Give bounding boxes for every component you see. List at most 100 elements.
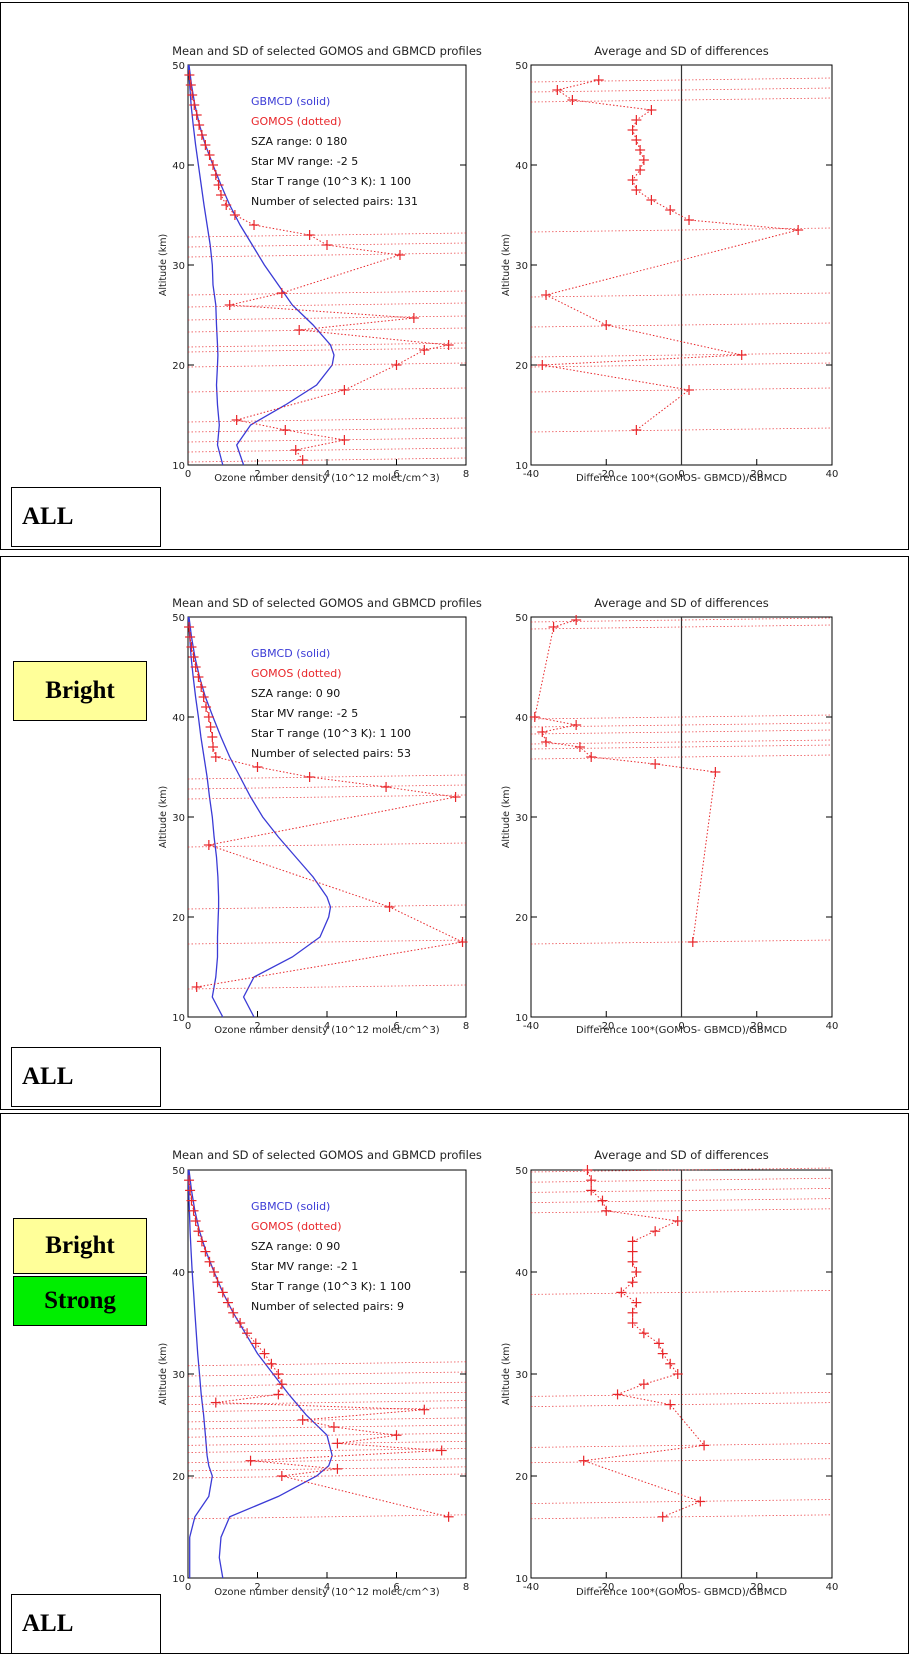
x-tick-label: 0: [678, 469, 684, 480]
gomos-mean-line: [188, 626, 465, 988]
x-tick-label: -20: [598, 1021, 614, 1032]
gbmcd-sd-line: [187, 1169, 213, 1578]
right-plot-title: Average and SD of differences: [594, 1148, 768, 1162]
gomos-point: [322, 240, 332, 250]
legend-gomos: GOMOS (dotted): [251, 667, 341, 680]
gomos-point: [196, 1236, 207, 1247]
gomos-sd-line: [187, 427, 467, 433]
label-all: ALL: [11, 1594, 161, 1654]
diff-point: [627, 1246, 638, 1257]
legend-gomos: GOMOS (dotted): [251, 1220, 341, 1233]
gomos-point: [204, 1256, 215, 1267]
gomos-sd-line: [187, 1448, 467, 1453]
diff-mean-line: [542, 79, 799, 431]
y-tick-label: 30: [515, 1370, 528, 1381]
gomos-point: [191, 110, 202, 120]
legend-gbmcd: GBMCD (solid): [251, 1200, 330, 1213]
legend-n: Number of selected pairs: 53: [251, 747, 411, 760]
y-tick-label: 40: [172, 1268, 185, 1279]
diff-point: [635, 145, 646, 155]
gomos-sd-line: [187, 774, 467, 780]
y-tick-label: 40: [172, 713, 185, 724]
y-tick-label: 10: [515, 461, 528, 472]
diff-sd-line: [530, 427, 833, 433]
diff-sd-line: [530, 739, 833, 745]
panel-3-plots: Mean and SD of selected GOMOS and GBMCD …: [158, 1148, 838, 1598]
gomos-point: [273, 1389, 284, 1400]
gomos-point: [276, 1379, 287, 1390]
gomos-point: [280, 425, 291, 435]
legend-mv: Star MV range: -2 5: [251, 707, 358, 720]
label-bright: Bright: [13, 1218, 147, 1274]
y-tick-label: 40: [515, 161, 528, 172]
diff-point: [567, 95, 578, 105]
gomos-point: [443, 1511, 454, 1522]
gomos-point: [210, 170, 221, 180]
diff-point: [627, 1307, 638, 1318]
y-tick-label: 50: [515, 61, 528, 72]
right-plot-title: Average and SD of differences: [594, 44, 768, 58]
diff-point: [578, 1455, 589, 1466]
gbmcd-sd-line: [187, 64, 224, 466]
gomos-point: [184, 1175, 195, 1186]
diff-point: [631, 1297, 642, 1308]
gomos-sd-line: [187, 1458, 467, 1464]
diff-sd-line: [530, 1198, 833, 1203]
diff-sd-line: [530, 1514, 833, 1520]
gomos-point: [250, 1338, 261, 1349]
diff-point: [635, 165, 646, 175]
diff-sd-line: [530, 744, 833, 750]
x-tick-label: 0: [678, 1021, 684, 1032]
diff-x-axis-label: Difference 100*(GOMOS- GBMCD)/GBMCD: [576, 1025, 787, 1036]
legend-n: Number of selected pairs: 9: [251, 1300, 404, 1313]
gomos-point: [210, 752, 221, 762]
gomos-point: [187, 90, 198, 100]
legend-gbmcd: GBMCD (solid): [251, 95, 330, 108]
gomos-point: [188, 652, 199, 662]
diff-sd-line: [530, 87, 833, 93]
label-bright: Bright: [13, 661, 147, 721]
x-tick-label: -20: [598, 469, 614, 480]
diff-sd-line: [530, 624, 833, 630]
gomos-point: [297, 1414, 308, 1425]
diff-sd-line: [530, 722, 833, 728]
gomos-sd-line: [187, 232, 467, 238]
legend-sza: SZA range: 0 90: [251, 1240, 340, 1253]
x-tick-label: 6: [393, 1021, 399, 1032]
y-tick-label: 20: [515, 913, 528, 924]
gomos-point: [457, 937, 468, 947]
gomos-point: [229, 210, 240, 220]
legend-t: Star T range (10^3 K): 1 100: [251, 1280, 411, 1293]
x-tick-label: 40: [826, 1021, 839, 1032]
gomos-point: [276, 288, 287, 298]
y-tick-label: 50: [172, 613, 185, 624]
gomos-point: [391, 360, 402, 370]
diff-point: [736, 350, 747, 360]
gomos-sd-line: [187, 417, 467, 423]
gomos-point: [212, 1277, 223, 1288]
y-tick-label: 30: [172, 813, 185, 824]
gomos-point: [259, 1348, 270, 1359]
gomos-sd-line: [187, 437, 467, 443]
gomos-point: [408, 313, 419, 323]
diff-point: [571, 615, 582, 625]
gomos-point: [193, 672, 204, 682]
gomos-point: [328, 1422, 339, 1433]
diff-point: [665, 205, 676, 215]
diff-point: [657, 1511, 668, 1522]
diff-sd-line: [530, 714, 833, 720]
y-tick-label: 10: [515, 1013, 528, 1024]
diff-point: [646, 195, 657, 205]
diff-point: [638, 155, 649, 165]
gomos-sd-line: [187, 252, 467, 258]
gomos-point: [381, 782, 392, 792]
legend-gomos: GOMOS (dotted): [251, 115, 341, 128]
gomos-point: [391, 1430, 402, 1441]
gomos-sd-line: [187, 1432, 467, 1438]
gomos-point: [198, 692, 209, 702]
diff-sd-line: [530, 1499, 833, 1504]
diff-point: [627, 1236, 638, 1247]
diff-point: [646, 105, 657, 115]
y-axis-label: Altitude (km): [158, 1343, 169, 1405]
gomos-point: [188, 1205, 199, 1216]
